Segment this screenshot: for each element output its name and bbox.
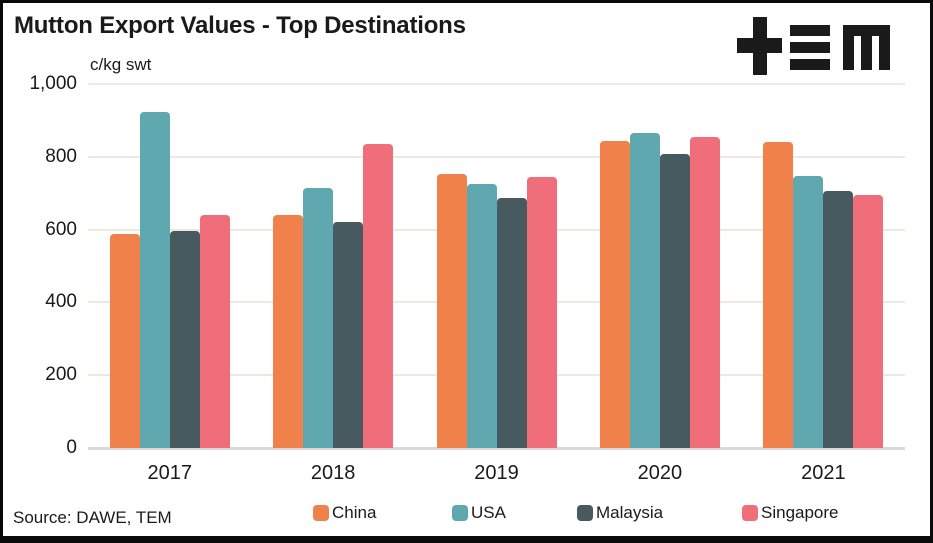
- x-tick-label-2021: 2021: [801, 462, 846, 484]
- source-note: Source: DAWE, TEM: [13, 508, 172, 527]
- bar-singapore-2020: [689, 137, 720, 448]
- legend-swatch-usa: [452, 505, 468, 521]
- y-tick-label-800: 800: [45, 146, 77, 167]
- bar-group-2021: [742, 84, 905, 448]
- x-tick-label-2019: 2019: [474, 462, 519, 484]
- bar-group-2019: [415, 84, 578, 448]
- bar-china-2019: [436, 174, 467, 448]
- legend-item-malaysia: Malaysia: [577, 503, 663, 523]
- x-tick-label-2017: 2017: [147, 462, 192, 484]
- bar-malaysia-2021: [823, 191, 854, 448]
- legend-item-china: China: [313, 503, 376, 523]
- bar-china-2020: [599, 141, 630, 448]
- bar-usa-2018: [303, 188, 334, 448]
- y-tick-label-400: 400: [45, 291, 77, 312]
- legend-label-china: China: [332, 503, 377, 522]
- bar-malaysia-2017: [169, 231, 200, 448]
- bar-group-2017: [88, 84, 251, 448]
- tem-logo-icon: [737, 17, 890, 75]
- gridline-1000: [88, 83, 905, 85]
- y-tick-label-200: 200: [45, 364, 77, 385]
- bar-malaysia-2019: [496, 198, 527, 448]
- legend-swatch-malaysia: [577, 505, 593, 521]
- x-tick-label-2020: 2020: [637, 462, 683, 484]
- bar-malaysia-2018: [333, 222, 364, 448]
- legend: China USA Malaysia Singapore: [3, 503, 930, 527]
- y-tick-label-1,000: 1,000: [29, 73, 77, 94]
- plot-area: [88, 83, 905, 450]
- bar-china-2017: [109, 234, 140, 448]
- bar-group-2020: [578, 84, 741, 448]
- x-axis-line: [88, 447, 905, 450]
- bar-usa-2019: [466, 184, 497, 448]
- legend-label-usa: USA: [471, 503, 506, 522]
- legend-swatch-singapore: [742, 505, 758, 521]
- chart-title: Mutton Export Values - Top Destinations: [14, 12, 466, 39]
- y-tick-label-600: 600: [45, 219, 77, 240]
- legend-item-singapore: Singapore: [742, 503, 839, 523]
- bar-china-2021: [763, 142, 794, 448]
- legend-item-usa: USA: [452, 503, 506, 523]
- bar-usa-2020: [629, 133, 660, 448]
- bar-usa-2017: [139, 112, 170, 448]
- bar-singapore-2018: [363, 144, 394, 448]
- x-tick-label-2018: 2018: [310, 462, 356, 484]
- legend-label-malaysia: Malaysia: [596, 503, 664, 522]
- bar-groups: [88, 84, 905, 448]
- bar-usa-2021: [793, 176, 824, 448]
- bar-singapore-2021: [853, 195, 884, 448]
- bar-china-2018: [273, 215, 304, 448]
- gridline-800: [88, 156, 905, 158]
- bar-singapore-2017: [199, 215, 230, 448]
- x-axis-tick-labels: 2017 2018 2019 2020 2021: [88, 462, 905, 485]
- legend-label-singapore: Singapore: [761, 503, 839, 522]
- bar-malaysia-2020: [659, 154, 690, 448]
- bar-singapore-2019: [526, 177, 557, 448]
- y-axis-unit-label: c/kg swt: [90, 55, 152, 74]
- bar-group-2018: [251, 84, 414, 448]
- legend-swatch-china: [313, 505, 329, 521]
- y-tick-label-0: 0: [66, 437, 77, 458]
